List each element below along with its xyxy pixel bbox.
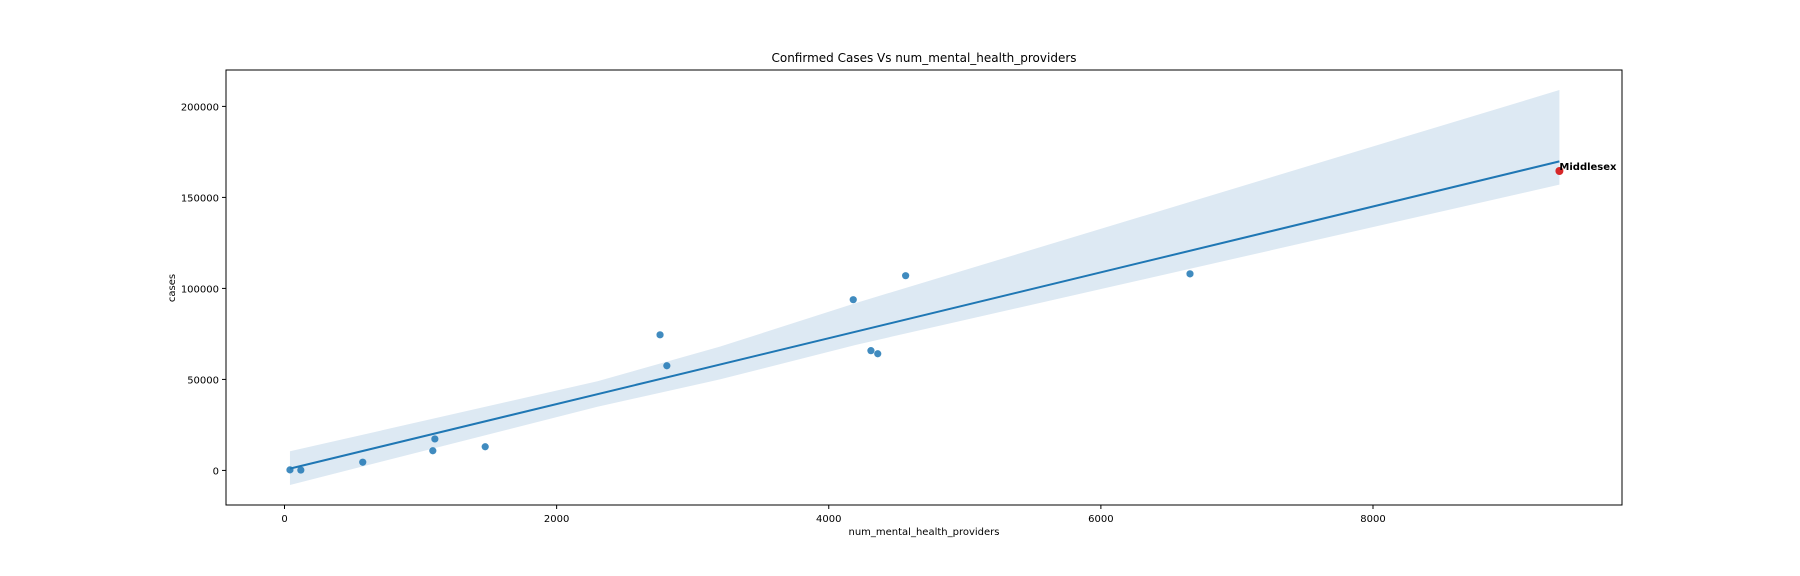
y-axis: 0 50000 100000 150000 200000	[181, 102, 226, 477]
data-point	[297, 466, 305, 474]
y-tick-label: 0	[213, 466, 219, 477]
confidence-band-layer	[289, 90, 1560, 485]
data-point	[286, 466, 294, 474]
highlight-layer: Middlesex	[1555, 162, 1617, 176]
x-tick-label: 6000	[1088, 514, 1113, 525]
y-axis-label: cases	[167, 274, 178, 302]
x-axis: 0 2000 4000 6000 8000	[281, 505, 1386, 525]
data-point	[431, 435, 439, 443]
data-point	[481, 443, 489, 451]
y-tick-label: 200000	[181, 102, 219, 113]
data-point	[656, 331, 664, 339]
data-point	[867, 347, 875, 355]
y-tick-label: 150000	[181, 193, 219, 204]
highlight-label: Middlesex	[1559, 162, 1617, 173]
y-tick-label: 50000	[187, 375, 219, 386]
data-point	[663, 362, 671, 370]
data-point	[849, 296, 857, 304]
data-point	[429, 447, 437, 455]
x-tick-label: 0	[281, 514, 287, 525]
plot-frame	[225, 69, 1623, 506]
points-layer	[286, 270, 1194, 474]
data-point	[1186, 270, 1194, 278]
data-point	[902, 272, 910, 280]
confidence-band	[289, 90, 1560, 485]
regression-line	[289, 160, 1560, 470]
x-tick-label: 4000	[816, 514, 841, 525]
x-tick-label: 2000	[544, 514, 569, 525]
regression-line-layer	[289, 160, 1560, 470]
data-point	[359, 458, 367, 466]
x-axis-label: num_mental_health_providers	[848, 527, 999, 538]
y-tick-label: 100000	[181, 284, 219, 295]
highlight-point	[1555, 167, 1564, 176]
chart-title: Confirmed Cases Vs num_mental_health_pro…	[771, 51, 1076, 65]
data-point	[874, 350, 882, 358]
x-tick-label: 8000	[1360, 514, 1385, 525]
